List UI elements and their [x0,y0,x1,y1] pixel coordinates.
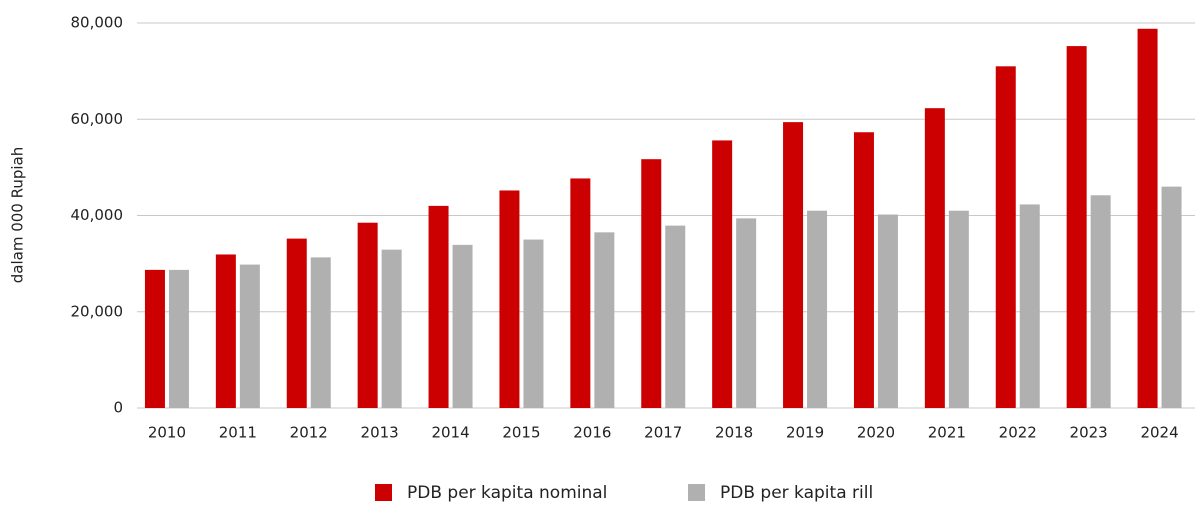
bar [523,239,544,408]
y-tick-label: 80,000 [71,14,124,32]
x-tick-label: 2015 [502,424,540,442]
bar [641,159,662,408]
bar [736,218,757,408]
x-tick-label: 2022 [999,424,1037,442]
x-tick-label: 2020 [857,424,895,442]
x-tick-label: 2012 [290,424,328,442]
legend-label: PDB per kapita rill [720,483,873,503]
bar [310,257,331,408]
bar [807,210,828,408]
bar [853,132,874,408]
bar [1090,195,1111,408]
bar [712,140,733,409]
x-tick-label: 2021 [928,424,966,442]
x-tick-label: 2018 [715,424,753,442]
bar [215,254,236,408]
y-tick-label: 40,000 [71,206,124,224]
x-tick-label: 2024 [1140,424,1178,442]
x-tick-label: 2017 [644,424,682,442]
bar [948,210,969,408]
y-tick-label: 0 [113,399,123,417]
y-axis-label: dalam 000 Rupiah [9,147,27,284]
bar [995,66,1016,408]
legend-swatch [688,484,705,501]
bar [877,214,898,408]
bar [381,249,402,408]
x-tick-label: 2019 [786,424,824,442]
x-tick-label: 2013 [361,424,399,442]
bar [499,190,520,408]
x-tick-label: 2023 [1070,424,1108,442]
bar [452,244,473,408]
bar [594,232,615,408]
bar [1161,186,1182,408]
legend-swatch [375,484,392,501]
legend-label: PDB per kapita nominal [407,483,607,503]
x-tick-label: 2016 [573,424,611,442]
x-tick-label: 2014 [431,424,469,442]
y-tick-label: 60,000 [71,110,124,128]
bar [1137,28,1158,409]
bar [168,269,189,408]
bar [357,222,378,408]
bar [924,108,945,409]
y-tick-label: 20,000 [71,302,124,320]
bar [144,269,165,408]
bar [783,122,804,408]
bar [239,264,260,408]
x-tick-label: 2010 [148,424,186,442]
bar [1019,204,1040,408]
bar [428,205,449,408]
bar [665,225,686,408]
bar [1066,46,1087,408]
bar [286,238,307,408]
x-tick-label: 2011 [219,424,257,442]
bar [570,178,591,408]
